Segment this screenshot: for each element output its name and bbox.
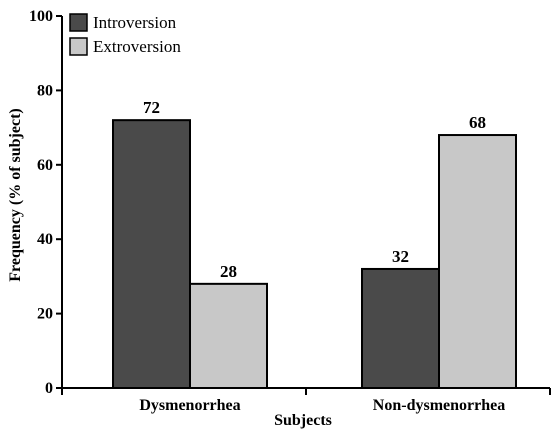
- x-tick-label: Non-dysmenorrhea: [373, 397, 505, 414]
- y-axis: 0 20 40 60 80 100: [29, 8, 63, 397]
- legend: Introversion Extroversion: [69, 13, 181, 56]
- data-label: 32: [392, 247, 409, 266]
- data-label: 28: [220, 262, 237, 281]
- data-label: 68: [469, 113, 486, 132]
- bar-introversion: [361, 267, 440, 389]
- data-labels: 72 28 32 68: [143, 98, 486, 281]
- y-axis-title: Frequency (% of subject): [7, 108, 24, 281]
- bar-extroversion: [189, 282, 268, 389]
- legend-swatch: [69, 13, 88, 32]
- legend-label: Introversion: [93, 13, 177, 32]
- y-tick-label: 0: [45, 380, 53, 397]
- x-axis: Dysmenorrhea Non-dysmenorrhea: [61, 387, 551, 414]
- data-label: 72: [143, 98, 160, 117]
- y-tick-label: 20: [37, 306, 53, 323]
- legend-label: Extroversion: [93, 37, 181, 56]
- bars: [112, 119, 517, 389]
- y-tick-label: 60: [37, 157, 53, 174]
- bar-extroversion: [438, 134, 517, 389]
- y-tick-label: 80: [37, 82, 53, 99]
- bar-introversion: [112, 119, 191, 389]
- x-tick-label: Dysmenorrhea: [139, 397, 240, 414]
- y-tick-label: 100: [29, 8, 53, 25]
- legend-swatch: [69, 37, 88, 56]
- y-tick-label: 40: [37, 231, 53, 248]
- x-axis-title: Subjects: [274, 412, 332, 429]
